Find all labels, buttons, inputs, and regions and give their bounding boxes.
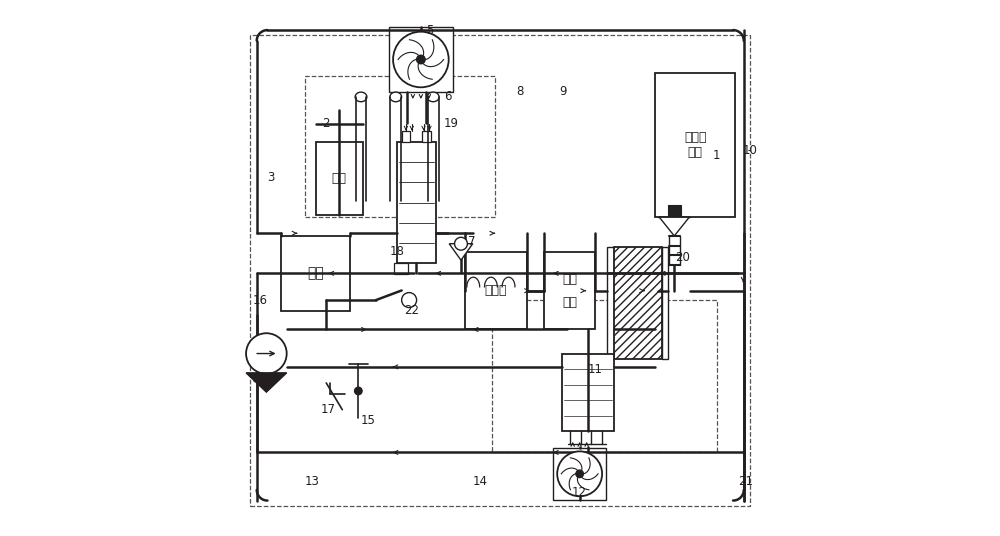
Text: 21: 21 — [738, 475, 753, 488]
Circle shape — [417, 55, 425, 64]
Ellipse shape — [427, 92, 439, 102]
Text: 2: 2 — [323, 117, 330, 130]
Text: 9: 9 — [559, 85, 567, 98]
Bar — [544, 252, 595, 330]
Text: 14: 14 — [472, 475, 487, 488]
Bar — [492, 300, 717, 452]
Bar — [655, 73, 735, 217]
Bar — [250, 35, 750, 506]
Text: 22: 22 — [404, 304, 419, 317]
Polygon shape — [659, 217, 689, 236]
Text: 6: 6 — [444, 91, 452, 103]
Text: 水热控
制器: 水热控 制器 — [684, 131, 706, 159]
Text: 去离: 去离 — [562, 273, 577, 286]
Text: 18: 18 — [390, 245, 405, 258]
Circle shape — [355, 387, 362, 394]
Bar — [422, 131, 431, 143]
Text: 11: 11 — [588, 363, 603, 376]
Bar — [668, 205, 681, 217]
Text: 5: 5 — [426, 24, 433, 36]
Text: 15: 15 — [361, 414, 375, 427]
Circle shape — [557, 451, 602, 496]
Bar — [397, 143, 436, 263]
Text: 8: 8 — [517, 85, 524, 98]
Polygon shape — [246, 373, 287, 392]
Bar — [281, 236, 350, 311]
Circle shape — [402, 293, 417, 308]
Text: 3: 3 — [267, 170, 275, 184]
Text: 16: 16 — [253, 294, 268, 307]
Bar — [394, 263, 408, 274]
Text: 4: 4 — [252, 374, 259, 387]
Text: 17: 17 — [320, 403, 335, 416]
Text: 13: 13 — [304, 475, 319, 488]
Polygon shape — [449, 244, 473, 260]
Bar — [402, 131, 410, 143]
Circle shape — [576, 470, 583, 478]
Circle shape — [455, 237, 467, 250]
Text: 子器: 子器 — [562, 296, 577, 309]
Text: 加热器: 加热器 — [485, 284, 507, 297]
Bar — [607, 247, 614, 359]
Bar — [562, 354, 614, 431]
Bar — [389, 27, 453, 92]
Text: 7: 7 — [468, 235, 475, 248]
Bar — [662, 247, 668, 359]
Text: 电机: 电机 — [307, 266, 324, 280]
Text: 10: 10 — [743, 144, 758, 157]
Bar — [553, 448, 606, 500]
Circle shape — [246, 333, 287, 374]
Text: 电池: 电池 — [332, 172, 347, 185]
Circle shape — [393, 32, 449, 87]
Text: 20: 20 — [675, 251, 690, 264]
Ellipse shape — [390, 92, 402, 102]
Text: 19: 19 — [443, 117, 458, 130]
Bar — [614, 247, 662, 359]
Bar — [305, 76, 495, 217]
Ellipse shape — [355, 92, 367, 102]
Bar — [465, 252, 527, 330]
Text: 1: 1 — [713, 149, 720, 162]
Bar — [316, 143, 363, 214]
Text: 12: 12 — [572, 486, 587, 499]
